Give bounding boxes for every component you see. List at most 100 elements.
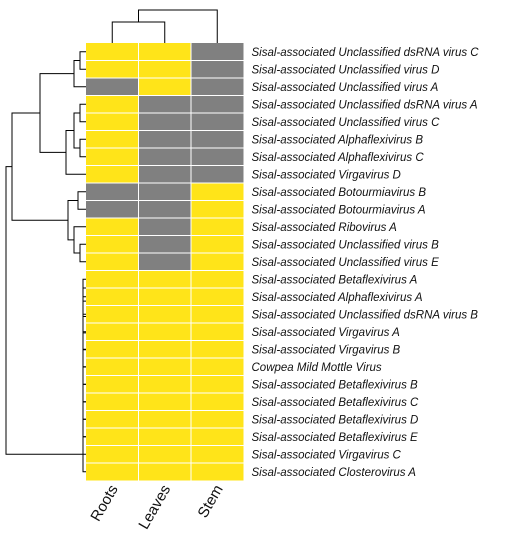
row-label: Sisal-associated Unclassified virus B bbox=[252, 239, 440, 251]
heatmap-cell bbox=[138, 463, 191, 481]
heatmap-cell bbox=[86, 43, 139, 61]
heatmap-cell bbox=[86, 463, 139, 481]
heatmap-cell bbox=[86, 410, 139, 428]
dendrogram-branch bbox=[73, 112, 80, 149]
row-label: Sisal-associated Unclassified virus A bbox=[252, 82, 439, 94]
heatmap-cell bbox=[191, 95, 244, 113]
column-label: Stem bbox=[194, 482, 226, 521]
heatmap-cell bbox=[191, 165, 244, 183]
dendrogram-branch bbox=[5, 166, 83, 455]
heatmap-cell bbox=[191, 235, 244, 253]
heatmap-cell bbox=[191, 288, 244, 306]
heatmap-cell bbox=[86, 428, 139, 446]
heatmap-cell bbox=[86, 113, 139, 131]
heatmap-cell bbox=[191, 113, 244, 131]
heatmap-cell bbox=[138, 165, 191, 183]
row-label: Sisal-associated Unclassified dsRNA viru… bbox=[252, 47, 480, 59]
dendrogram-branch bbox=[67, 200, 78, 241]
heatmap-cell bbox=[191, 148, 244, 166]
heatmap-cell bbox=[138, 200, 191, 218]
heatmap-cell bbox=[191, 183, 244, 201]
heatmap-cell bbox=[138, 305, 191, 323]
heatmap-cell bbox=[191, 78, 244, 96]
heatmap-cell bbox=[191, 323, 244, 341]
heatmap-cell bbox=[86, 270, 139, 288]
heatmap-cell bbox=[191, 375, 244, 393]
heatmap-cell bbox=[191, 393, 244, 411]
heatmap-cell bbox=[191, 463, 244, 481]
heatmap-cell bbox=[86, 218, 139, 236]
heatmap-cell bbox=[138, 148, 191, 166]
heatmap-cell bbox=[191, 253, 244, 271]
row-label: Sisal-associated Virgavirus B bbox=[252, 344, 401, 356]
dendrogram-branch bbox=[138, 9, 218, 43]
heatmap-cell bbox=[86, 340, 139, 358]
row-dendrogram bbox=[5, 51, 86, 473]
row-label: Sisal-associated Alphaflexivirus B bbox=[252, 134, 424, 146]
heatmap-cell bbox=[191, 200, 244, 218]
row-label: Sisal-associated Unclassified virus E bbox=[252, 257, 440, 269]
heatmap-cell bbox=[86, 60, 139, 78]
heatmap-cell bbox=[86, 305, 139, 323]
row-label: Sisal-associated Unclassified dsRNA viru… bbox=[252, 99, 478, 111]
heatmap-cell bbox=[86, 358, 139, 376]
row-label: Cowpea Mild Mottle Virus bbox=[252, 362, 382, 374]
heatmap-cell bbox=[191, 43, 244, 61]
heatmap-cell bbox=[138, 410, 191, 428]
heatmap-cell bbox=[138, 130, 191, 148]
heatmap-cell bbox=[138, 358, 191, 376]
heatmap-cell bbox=[138, 253, 191, 271]
heatmap-cell bbox=[86, 445, 139, 463]
heatmap-cell bbox=[138, 270, 191, 288]
dendrogram-branch bbox=[79, 51, 86, 70]
heatmap-cell bbox=[138, 183, 191, 201]
dendrogram-branch bbox=[79, 103, 86, 123]
heatmap-cell bbox=[86, 253, 139, 271]
heatmap-cell bbox=[138, 393, 191, 411]
heatmap-cell bbox=[191, 445, 244, 463]
heatmap-cell bbox=[86, 78, 139, 96]
heatmap-cell bbox=[86, 130, 139, 148]
heatmap-cell bbox=[138, 235, 191, 253]
heatmap-cell bbox=[138, 113, 191, 131]
row-label: Sisal-associated Alphaflexivirus A bbox=[252, 292, 423, 304]
row-label: Sisal-associated Virgavirus D bbox=[252, 169, 401, 181]
heatmap-cell bbox=[191, 60, 244, 78]
heatmap-cell bbox=[191, 358, 244, 376]
row-label: Sisal-associated Betaflexivirus E bbox=[252, 432, 419, 444]
heatmap-cell bbox=[86, 200, 139, 218]
heatmap-cell bbox=[191, 340, 244, 358]
heatmap-cell bbox=[138, 340, 191, 358]
row-label: Sisal-associated Unclassified virus D bbox=[252, 64, 440, 76]
row-label: Sisal-associated Betaflexivirus B bbox=[252, 379, 419, 391]
column-label: Leaves bbox=[135, 482, 174, 532]
heatmap-cell bbox=[191, 305, 244, 323]
dendrogram-branch bbox=[79, 138, 86, 158]
dendrogram-branch bbox=[111, 21, 166, 43]
dendrogram-branch bbox=[79, 243, 86, 263]
column-label: Roots bbox=[87, 482, 121, 524]
heatmap-cell bbox=[191, 270, 244, 288]
row-label: Sisal-associated Betaflexivirus D bbox=[252, 414, 419, 426]
heatmap-cells bbox=[86, 43, 244, 481]
heatmap-cell bbox=[86, 165, 139, 183]
row-label: Sisal-associated Betaflexivirus C bbox=[252, 397, 420, 409]
heatmap-cell bbox=[138, 288, 191, 306]
row-label: Sisal-associated Virgavirus A bbox=[252, 327, 401, 339]
column-dendrogram bbox=[111, 9, 218, 43]
heatmap-cell bbox=[86, 183, 139, 201]
heatmap-cell bbox=[138, 428, 191, 446]
row-label: Sisal-associated Botourmiavirus A bbox=[252, 204, 426, 216]
dendrogram-branch bbox=[39, 73, 74, 153]
heatmap-cell bbox=[86, 375, 139, 393]
heatmap-cell bbox=[191, 410, 244, 428]
row-labels: Sisal-associated Unclassified dsRNA viru… bbox=[252, 47, 480, 479]
heatmap-cell bbox=[191, 130, 244, 148]
dendrogram-branch bbox=[77, 191, 86, 210]
heatmap-cell bbox=[138, 43, 191, 61]
heatmap-cell bbox=[86, 95, 139, 113]
column-labels: Roots Leaves Stem bbox=[87, 482, 226, 532]
dendrogram-branch bbox=[65, 130, 86, 175]
row-label: Sisal-associated Betaflexivirus A bbox=[252, 274, 418, 286]
